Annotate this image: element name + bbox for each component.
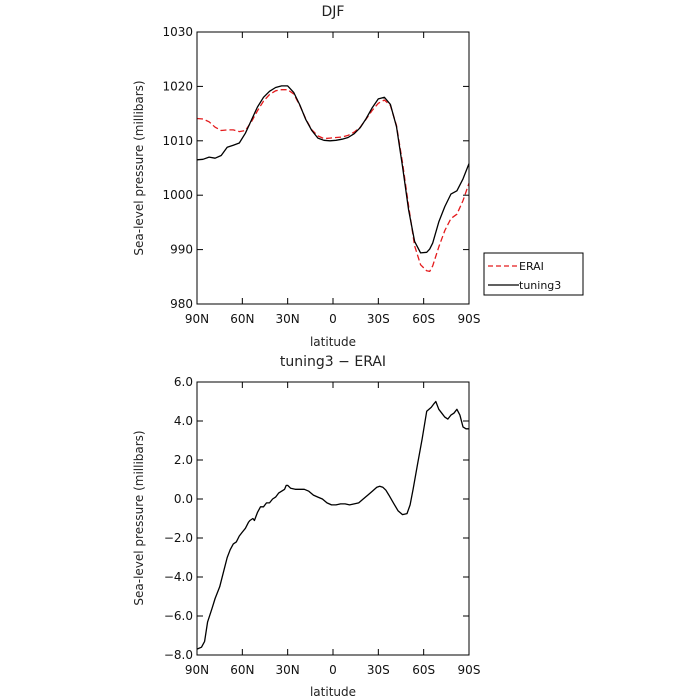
x-tick-label: 0 — [329, 663, 337, 677]
top-plot-lines — [196, 85, 470, 273]
y-tick-label: 6.0 — [174, 375, 193, 389]
y-tick-label: −2.0 — [164, 531, 193, 545]
legend-tuning3-label: tuning3 — [519, 279, 561, 292]
x-tick-label: 30S — [367, 663, 390, 677]
top-chart-djf: DJF 980 990 1000 1010 1020 1030 90N 60N 30N 0 30S… — [132, 4, 584, 349]
x-tick-label: 30S — [367, 312, 390, 326]
bottom-chart-difference: tuning3 − ERAI −8.0 −6.0 −4.0 −2.0 0.0 2.0 4.0… — [132, 354, 480, 699]
x-tick-label: 90N — [185, 312, 209, 326]
legend-erai-label: ERAI — [519, 260, 544, 273]
x-tick-label: 60N — [230, 663, 254, 677]
x-tick-label: 0 — [329, 312, 337, 326]
bottom-y-ticks: −8.0 −6.0 −4.0 −2.0 0.0 2.0 4.0 6.0 — [164, 375, 469, 662]
x-tick-label: 90S — [458, 663, 481, 677]
x-tick-label: 90N — [185, 663, 209, 677]
y-tick-label: −6.0 — [164, 609, 193, 623]
legend-box — [483, 252, 584, 296]
x-tick-label: 30N — [276, 312, 300, 326]
bottom-plot-frame — [196, 381, 470, 656]
y-tick-label: −8.0 — [164, 648, 193, 662]
x-tick-label: 90S — [458, 312, 481, 326]
top-chart-title: DJF — [322, 4, 345, 20]
legend: ERAI tuning3 — [483, 252, 584, 296]
x-tick-label: 60N — [230, 312, 254, 326]
top-y-ticks: 980 990 1000 1010 1020 1030 — [162, 25, 469, 311]
erai-series-line — [196, 89, 470, 273]
bottom-chart-title: tuning3 − ERAI — [280, 354, 386, 370]
top-y-axis-label: Sea-level pressure (millibars) — [132, 80, 146, 255]
top-x-axis-label: latitude — [310, 335, 356, 349]
y-tick-label: 1020 — [162, 79, 193, 93]
top-plot-frame — [196, 31, 470, 305]
y-tick-label: 990 — [170, 243, 193, 257]
y-tick-label: 1030 — [162, 25, 193, 39]
x-tick-label: 60S — [412, 312, 435, 326]
top-x-ticks: 90N 60N 30N 0 30S 60S 90S — [185, 32, 481, 326]
difference-series-line — [196, 400, 469, 650]
bottom-x-ticks: 90N 60N 30N 0 30S 60S 90S — [185, 382, 481, 677]
y-tick-label: 1010 — [162, 134, 193, 148]
bottom-x-axis-label: latitude — [310, 685, 356, 699]
y-tick-label: 1000 — [162, 188, 193, 202]
x-tick-label: 30N — [276, 663, 300, 677]
bottom-y-axis-label: Sea-level pressure (millibars) — [132, 430, 146, 605]
tuning3-series-line — [196, 85, 470, 254]
x-tick-label: 60S — [412, 663, 435, 677]
bottom-plot-lines — [196, 400, 469, 650]
y-tick-label: 2.0 — [174, 453, 193, 467]
y-tick-label: −4.0 — [164, 570, 193, 584]
y-tick-label: 0.0 — [174, 492, 193, 506]
y-tick-label: 4.0 — [174, 414, 193, 428]
y-tick-label: 980 — [170, 297, 193, 311]
